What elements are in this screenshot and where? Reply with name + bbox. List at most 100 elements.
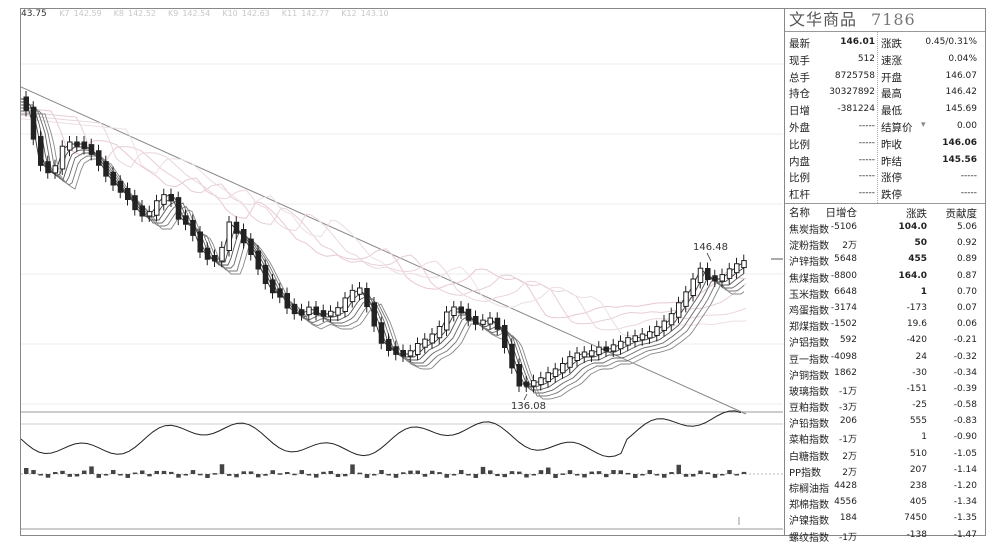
candle-body (386, 339, 392, 351)
quote-value: ----- (960, 188, 977, 199)
contrib-row[interactable]: 沪镍指数 184 7450 -1.35 (785, 511, 985, 527)
ma-value-5: 143.10 (360, 9, 389, 18)
ma-legend: 43.75 K7 142.59 K8 142.52 K9 142.54 K10 142.63 K… (21, 9, 401, 19)
oscillator-bar (270, 470, 275, 474)
candle-body (248, 238, 254, 255)
row-chg: 207 (909, 464, 927, 475)
candle-body (103, 161, 109, 177)
candlestick-chart[interactable]: 146.48 136.08 (21, 9, 783, 535)
quote-label: 现手 (789, 54, 810, 67)
oscillator-bar (575, 474, 580, 476)
quote-row: 总手 8725758 开盘 146.07 (785, 69, 985, 85)
candle-body (668, 313, 675, 326)
quote-label: 持仓 (789, 88, 810, 101)
short-ma-line (21, 110, 745, 397)
oscillator-bar (633, 474, 638, 478)
oscillator-bar (538, 470, 544, 474)
contrib-row[interactable]: 玉米指数 6648 1 0.70 (785, 285, 985, 301)
row-contrib: -0.34 (953, 367, 977, 378)
candle-body (603, 346, 609, 352)
low-price-label: 136.08 (511, 401, 546, 412)
candle-body (349, 289, 356, 303)
quote-value: 146.06 (942, 137, 977, 148)
contrib-row[interactable]: 白糖指数 2万 510 -1.05 (785, 447, 985, 463)
high-price-label: 146.48 (693, 242, 728, 253)
oscillator-bar (727, 470, 732, 474)
row-name: 豆粕指数 (789, 403, 829, 415)
ma-key-1: K8 (113, 9, 124, 18)
row-chg: 19.6 (906, 319, 927, 330)
candle-body (204, 247, 211, 260)
candle-body (574, 352, 580, 361)
candle-body (190, 219, 196, 236)
settle-dropdown-icon[interactable]: ▾ (921, 120, 926, 130)
kline-chart-area[interactable]: 43.75 K7 142.59 K8 142.52 K9 142.54 K10 142.63 K… (21, 9, 783, 535)
row-name: 豆一指数 (789, 354, 829, 366)
row-chg: 555 (909, 416, 927, 427)
candle-body (436, 326, 443, 339)
row-chg: 24 (915, 351, 927, 362)
contrib-row[interactable]: 焦煤指数 -8800 164.0 0.87 (785, 269, 985, 285)
candle-body (30, 106, 37, 140)
contrib-row[interactable]: 沪锌指数 5648 455 0.89 (785, 252, 985, 268)
candle-body (110, 172, 116, 186)
trend-line (21, 86, 747, 415)
contrib-row[interactable]: 沪铝指数 592 -420 -0.21 (785, 333, 985, 349)
contrib-row[interactable]: 焦炭指数 -5106 104.0 5.06 (785, 220, 985, 236)
oscillator-bar (625, 472, 631, 475)
contrib-row[interactable]: 螺纹指数 -1万 -138 -1.47 (785, 528, 985, 544)
current-price-label: 43.75 (21, 9, 47, 19)
candle-body (465, 308, 472, 321)
oscillator-bar (31, 470, 36, 474)
oscillator-bar (372, 474, 377, 476)
oscillator-bar (430, 470, 435, 474)
candle-body (255, 250, 261, 270)
contrib-row[interactable]: 鸡蛋指数 -3174 -173 0.07 (785, 301, 985, 317)
candle-body (712, 275, 718, 282)
row-name: 沪铝指数 (789, 338, 829, 350)
candle-body (371, 302, 377, 327)
contrib-row[interactable]: 沪铅指数 206 555 -0.83 (785, 414, 985, 430)
contrib-row[interactable]: 豆一指数 -4098 24 -0.32 (785, 350, 985, 366)
oscillator-bar (299, 470, 304, 474)
ma-key-5: K12 (341, 9, 357, 18)
oscillator-bar (364, 474, 370, 478)
row-contrib: 5.06 (956, 222, 977, 232)
oscillator-bar (96, 474, 101, 478)
quote-row: 比例 ----- 昨收 146.06 (785, 136, 985, 152)
candle-body (241, 229, 247, 244)
contrib-row[interactable]: 豆粕指数 -3万 -25 -0.58 (785, 398, 985, 414)
oscillator-bar (234, 474, 239, 478)
candle-body (183, 215, 189, 225)
row-oi: 2万 (842, 467, 857, 478)
candle-body (545, 372, 551, 383)
candle-body (212, 255, 218, 262)
candle-body (117, 180, 124, 193)
quote-label: 涨跌 (881, 38, 902, 50)
quote-value: ----- (858, 121, 875, 131)
candle-body (516, 364, 522, 387)
oscillator-bar (640, 474, 645, 476)
low-pointer (523, 393, 528, 401)
quote-value: ----- (858, 137, 875, 148)
row-contrib: -1.35 (953, 513, 977, 524)
row-oi: 6648 (834, 286, 857, 297)
contrib-row[interactable]: 菜粕指数 -1万 1 -0.90 (785, 430, 985, 446)
row-contrib: 0.70 (956, 286, 977, 297)
contrib-row[interactable]: 玻璃指数 -1万 -151 -0.39 (785, 382, 985, 398)
oscillator-bar (444, 474, 449, 478)
contrib-row[interactable]: 沪铜指数 1862 -30 -0.34 (785, 366, 985, 382)
contrib-row[interactable]: 郑棉指数 4556 405 -1.34 (785, 495, 985, 511)
oscillator-bar (654, 474, 660, 476)
contrib-row[interactable]: 郑煤指数 -1502 19.6 0.06 (785, 317, 985, 333)
contrib-table-body[interactable]: 焦炭指数 -5106 104.0 5.06 淀粉指数 2万 50 0.92 沪锌指数 5648 45… (785, 220, 985, 544)
row-chg: -151 (906, 383, 927, 394)
row-oi: -3万 (839, 403, 857, 414)
candle-body (277, 288, 283, 298)
contrib-row[interactable]: 棕榈油指 4428 238 -1.20 (785, 479, 985, 495)
row-name: 螺纹指数 (789, 532, 829, 544)
contrib-row[interactable]: PP指数 2万 207 -1.14 (785, 463, 985, 479)
contrib-row[interactable]: 淀粉指数 2万 50 0.92 (785, 236, 985, 252)
row-oi: -5106 (830, 222, 857, 232)
candle-body (719, 274, 725, 282)
